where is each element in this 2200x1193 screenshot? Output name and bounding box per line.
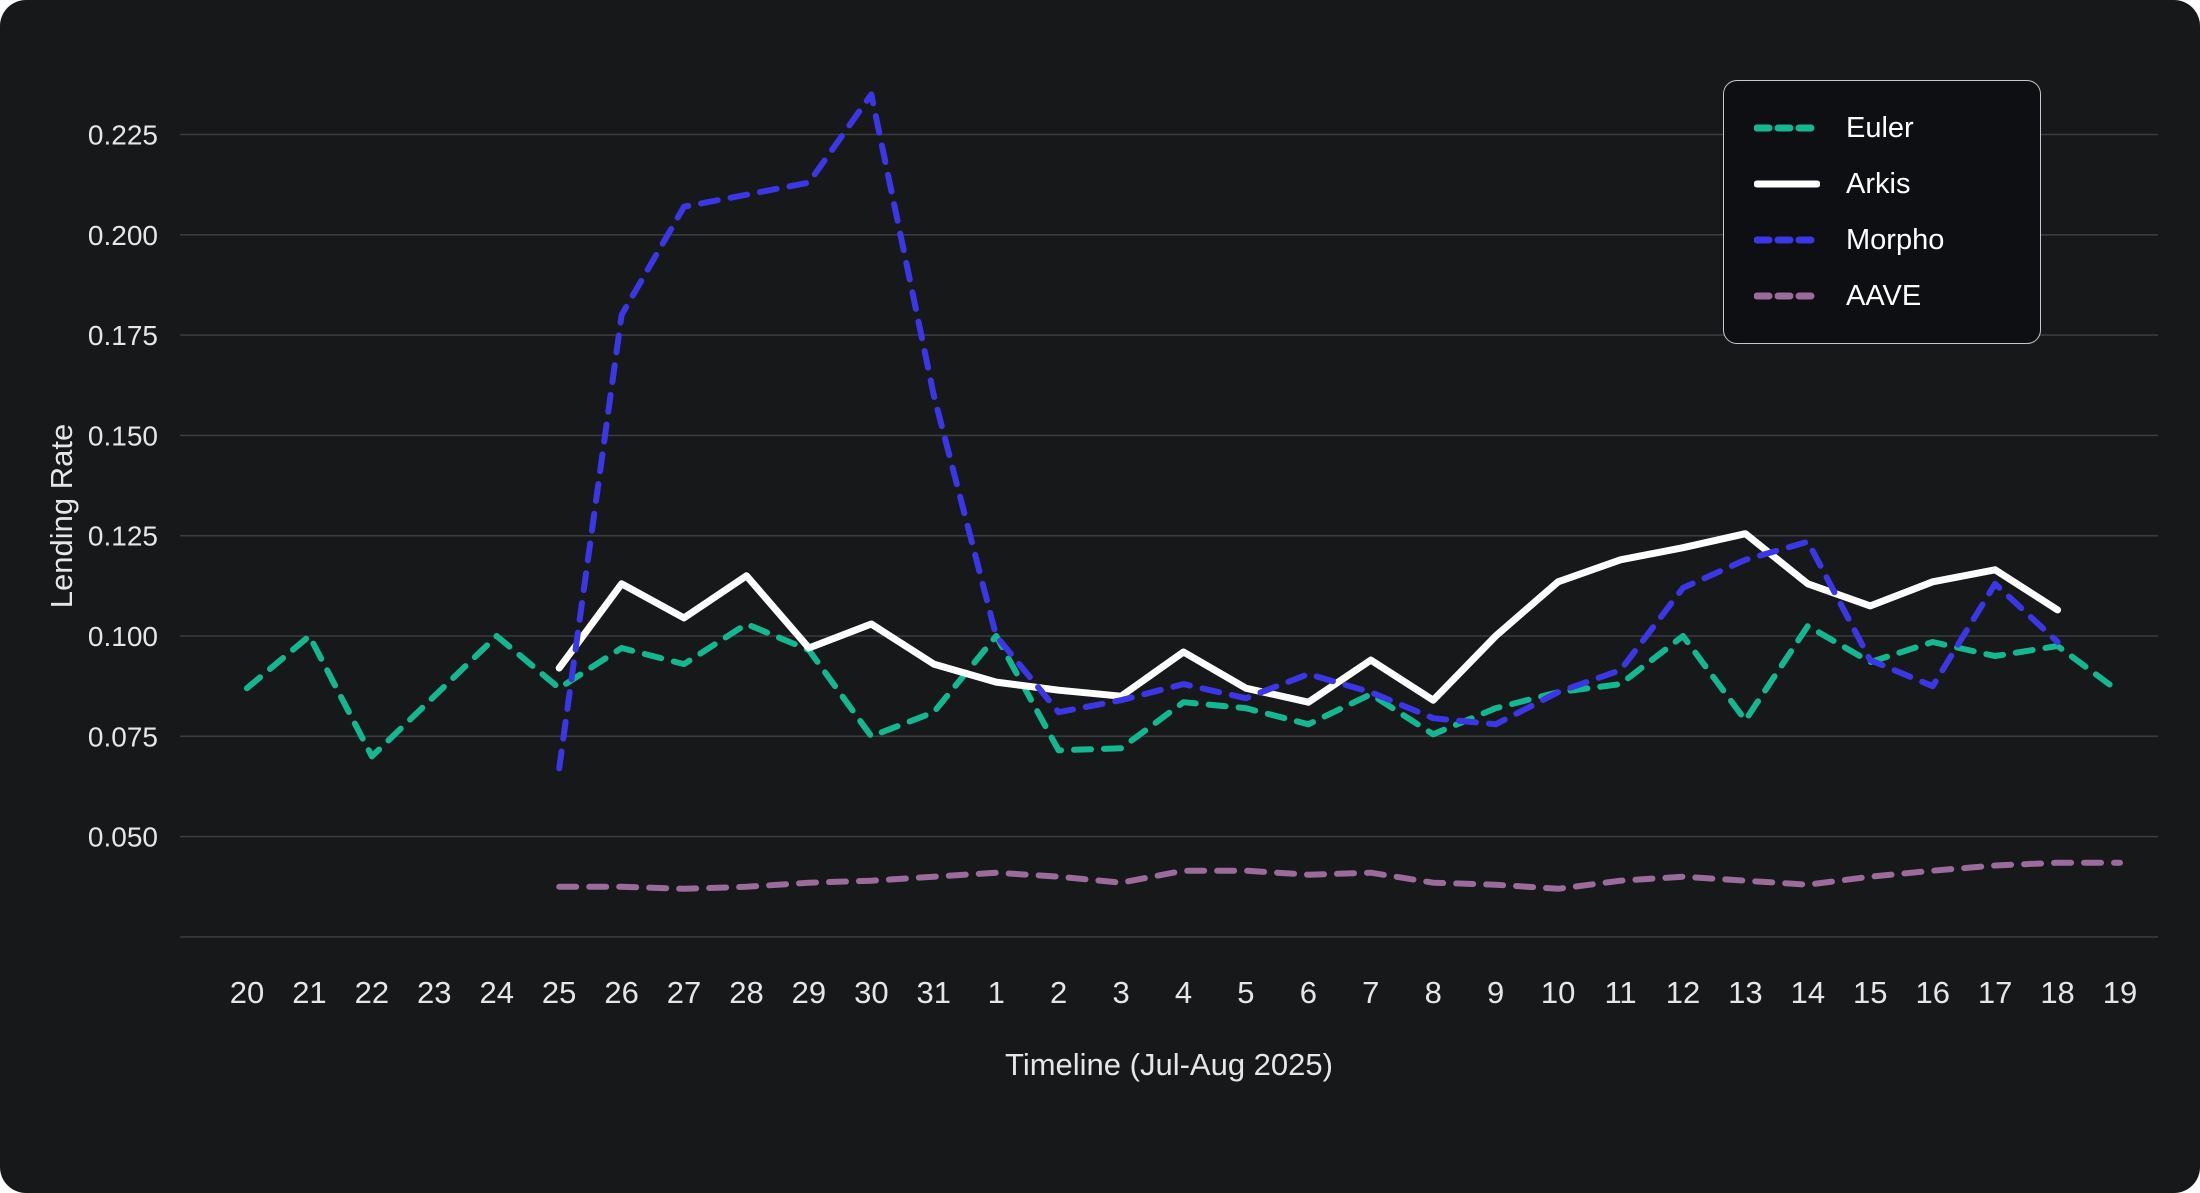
- x-tick-8: 8: [1425, 975, 1442, 1010]
- x-tick-25: 25: [542, 975, 576, 1010]
- gridlines: [180, 133, 2158, 938]
- legend-line-sample-euler: [1754, 124, 1820, 132]
- x-tick-3: 3: [1112, 975, 1129, 1010]
- x-tick-28: 28: [729, 975, 763, 1010]
- x-tick-2: 2: [1050, 975, 1067, 1010]
- x-tick-20: 20: [230, 975, 264, 1010]
- legend-line-sample-aave: [1754, 292, 1820, 300]
- x-tick-19: 19: [2103, 975, 2137, 1010]
- x-tick-22: 22: [355, 975, 389, 1010]
- y-tick-0.175: 0.175: [88, 320, 158, 351]
- x-tick-11: 11: [1604, 975, 1636, 1010]
- series-line-euler: [244, 621, 2123, 760]
- x-tick-15: 15: [1853, 975, 1887, 1010]
- legend-label-euler: Euler: [1846, 111, 1914, 144]
- legend-label-morpho: Morpho: [1846, 223, 1945, 256]
- x-tick-26: 26: [604, 975, 638, 1010]
- series-line-arkis: [555, 530, 2062, 706]
- x-tick-17: 17: [1978, 975, 2012, 1010]
- x-tick-10: 10: [1541, 975, 1575, 1010]
- legend-item-arkis[interactable]: Arkis: [1754, 163, 2010, 205]
- legend-item-morpho[interactable]: Morpho: [1754, 219, 2010, 261]
- x-tick-30: 30: [854, 975, 888, 1010]
- legend-item-euler[interactable]: Euler: [1754, 107, 2010, 149]
- legend-label-arkis: Arkis: [1846, 167, 1911, 200]
- x-tick-16: 16: [1915, 975, 1949, 1010]
- x-tick-5: 5: [1237, 975, 1254, 1010]
- x-tick-9: 9: [1487, 975, 1504, 1010]
- y-tick-0.100: 0.100: [88, 621, 158, 652]
- y-axis-title: Lending Rate: [44, 424, 79, 608]
- x-tick-14: 14: [1791, 975, 1825, 1010]
- x-tick-1: 1: [988, 975, 1005, 1010]
- x-tick-29: 29: [792, 975, 826, 1010]
- y-tick-0.050: 0.050: [88, 822, 158, 853]
- x-tick-31: 31: [917, 975, 951, 1010]
- x-tick-12: 12: [1666, 975, 1700, 1010]
- x-tick-23: 23: [417, 975, 451, 1010]
- x-tick-27: 27: [667, 975, 701, 1010]
- x-tick-24: 24: [479, 975, 513, 1010]
- series-lines: [244, 91, 2123, 892]
- y-axis-tick-labels: 0.225 0.200 0.175 0.150 0.125 0.100 0.075 0.050: [88, 120, 158, 853]
- legend-line-sample-morpho: [1754, 236, 1820, 244]
- series-line-aave: [556, 859, 2123, 892]
- y-tick-0.225: 0.225: [88, 120, 158, 151]
- series-line-morpho: [556, 91, 2061, 772]
- x-tick-21: 21: [292, 975, 326, 1010]
- y-tick-0.075: 0.075: [88, 721, 158, 752]
- x-tick-13: 13: [1728, 975, 1762, 1010]
- legend: Euler Arkis Morpho AAVE: [1723, 80, 2041, 344]
- x-tick-6: 6: [1300, 975, 1317, 1010]
- legend-label-aave: AAVE: [1846, 279, 1922, 312]
- x-tick-4: 4: [1175, 975, 1192, 1010]
- legend-item-aave[interactable]: AAVE: [1754, 275, 2010, 317]
- x-axis-title: Timeline (Jul-Aug 2025): [1005, 1047, 1333, 1082]
- legend-line-sample-arkis: [1754, 180, 1820, 188]
- x-tick-18: 18: [2040, 975, 2074, 1010]
- x-tick-7: 7: [1362, 975, 1379, 1010]
- y-tick-0.150: 0.150: [88, 420, 158, 451]
- x-axis-tick-labels: 20 21 22 23 24 25 26 27 28 29 30 31 1 2 3 4 5 6 7 8 9 10 11 12 1…: [230, 975, 2137, 1010]
- y-tick-0.125: 0.125: [88, 521, 158, 552]
- y-tick-0.200: 0.200: [88, 220, 158, 251]
